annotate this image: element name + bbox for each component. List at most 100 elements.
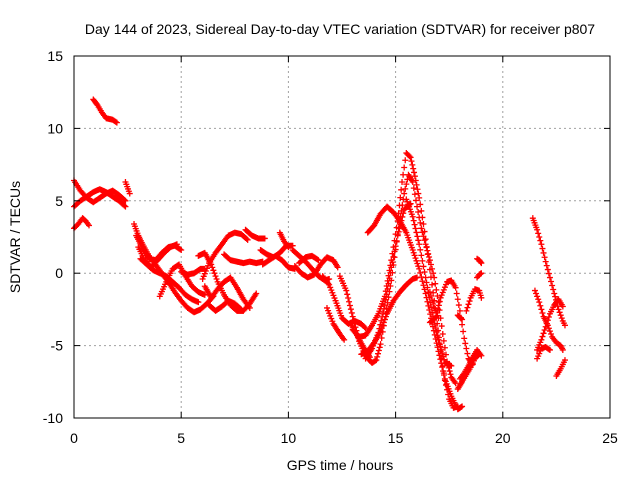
data-point xyxy=(328,315,335,322)
data-point xyxy=(415,190,422,197)
data-point xyxy=(413,229,420,236)
data-point xyxy=(537,237,544,244)
data-point xyxy=(376,325,383,332)
data-point xyxy=(373,357,380,364)
data-point xyxy=(372,337,379,344)
data-point xyxy=(440,286,447,293)
data-point xyxy=(399,213,406,220)
data-point xyxy=(464,350,471,357)
data-point xyxy=(410,185,417,192)
data-point xyxy=(535,230,542,237)
chart-title: Day 144 of 2023, Sidereal Day-to-day VTE… xyxy=(85,21,595,37)
data-point xyxy=(403,181,410,188)
data-point xyxy=(325,280,332,287)
data-point xyxy=(389,259,396,266)
data-point xyxy=(410,217,417,224)
data-point xyxy=(371,340,378,347)
data-point xyxy=(422,290,429,297)
data-point xyxy=(423,279,430,286)
data-point xyxy=(542,323,549,330)
series-track-t xyxy=(276,229,292,251)
series-track-q xyxy=(242,226,268,242)
data-point xyxy=(557,312,564,319)
series-track-zs xyxy=(553,357,568,380)
data-point xyxy=(178,247,185,254)
data-point xyxy=(440,353,447,360)
data-point xyxy=(326,310,333,317)
data-point xyxy=(328,287,335,294)
data-point xyxy=(434,344,441,351)
data-point xyxy=(372,357,379,364)
data-point xyxy=(370,342,377,349)
data-point xyxy=(427,274,434,281)
data-point xyxy=(200,273,207,280)
data-point xyxy=(454,296,461,303)
data-point xyxy=(461,335,468,342)
y-tick-label: 0 xyxy=(55,265,63,281)
data-point xyxy=(375,329,382,336)
data-point xyxy=(436,298,443,305)
data-point xyxy=(426,266,433,273)
data-point xyxy=(409,213,416,220)
data-point xyxy=(421,268,428,275)
series-track-ze xyxy=(364,203,466,413)
data-point xyxy=(397,194,404,201)
data-point xyxy=(427,293,434,300)
data-point xyxy=(539,333,546,340)
data-point xyxy=(398,186,405,193)
series-track-zl xyxy=(463,286,485,314)
data-point xyxy=(205,262,211,269)
data-point xyxy=(420,220,427,227)
data-point xyxy=(126,190,133,197)
data-point xyxy=(410,165,417,172)
series-track-zq xyxy=(534,296,566,353)
data-point xyxy=(558,315,565,322)
data-point xyxy=(433,286,440,293)
data-point xyxy=(418,252,425,259)
data-point xyxy=(439,289,446,296)
data-point xyxy=(536,234,543,240)
data-point xyxy=(377,321,384,328)
data-point xyxy=(555,306,562,313)
data-point xyxy=(452,380,459,387)
data-point xyxy=(213,275,220,282)
data-point xyxy=(561,322,568,329)
data-point xyxy=(546,328,553,335)
series-track-zb xyxy=(349,150,461,411)
data-point xyxy=(347,306,354,313)
series-track-p xyxy=(221,251,266,267)
data-point xyxy=(559,303,566,310)
series-track-zm xyxy=(474,270,485,281)
data-point xyxy=(438,346,445,353)
data-point xyxy=(199,275,206,282)
data-point xyxy=(195,299,202,306)
data-point xyxy=(349,313,356,320)
data-point xyxy=(345,295,352,302)
data-point xyxy=(440,356,447,363)
data-point xyxy=(327,284,334,291)
series-track-n xyxy=(201,274,253,311)
data-point xyxy=(341,336,348,343)
data-point xyxy=(439,350,446,357)
data-point xyxy=(434,332,441,339)
data-point xyxy=(435,302,442,309)
data-point xyxy=(201,270,208,277)
data-point xyxy=(202,268,209,275)
data-point xyxy=(381,316,388,323)
data-point xyxy=(390,253,397,260)
data-point xyxy=(409,247,416,254)
y-tick-label: -10 xyxy=(43,410,63,426)
data-point xyxy=(550,286,557,293)
data-point xyxy=(538,306,545,313)
data-point xyxy=(543,262,550,269)
data-point xyxy=(433,313,440,320)
data-point xyxy=(545,346,552,353)
data-point xyxy=(415,263,422,270)
data-point xyxy=(539,245,546,252)
data-point xyxy=(432,314,439,321)
data-point xyxy=(380,309,387,316)
data-point xyxy=(426,289,433,296)
data-point xyxy=(542,258,549,265)
